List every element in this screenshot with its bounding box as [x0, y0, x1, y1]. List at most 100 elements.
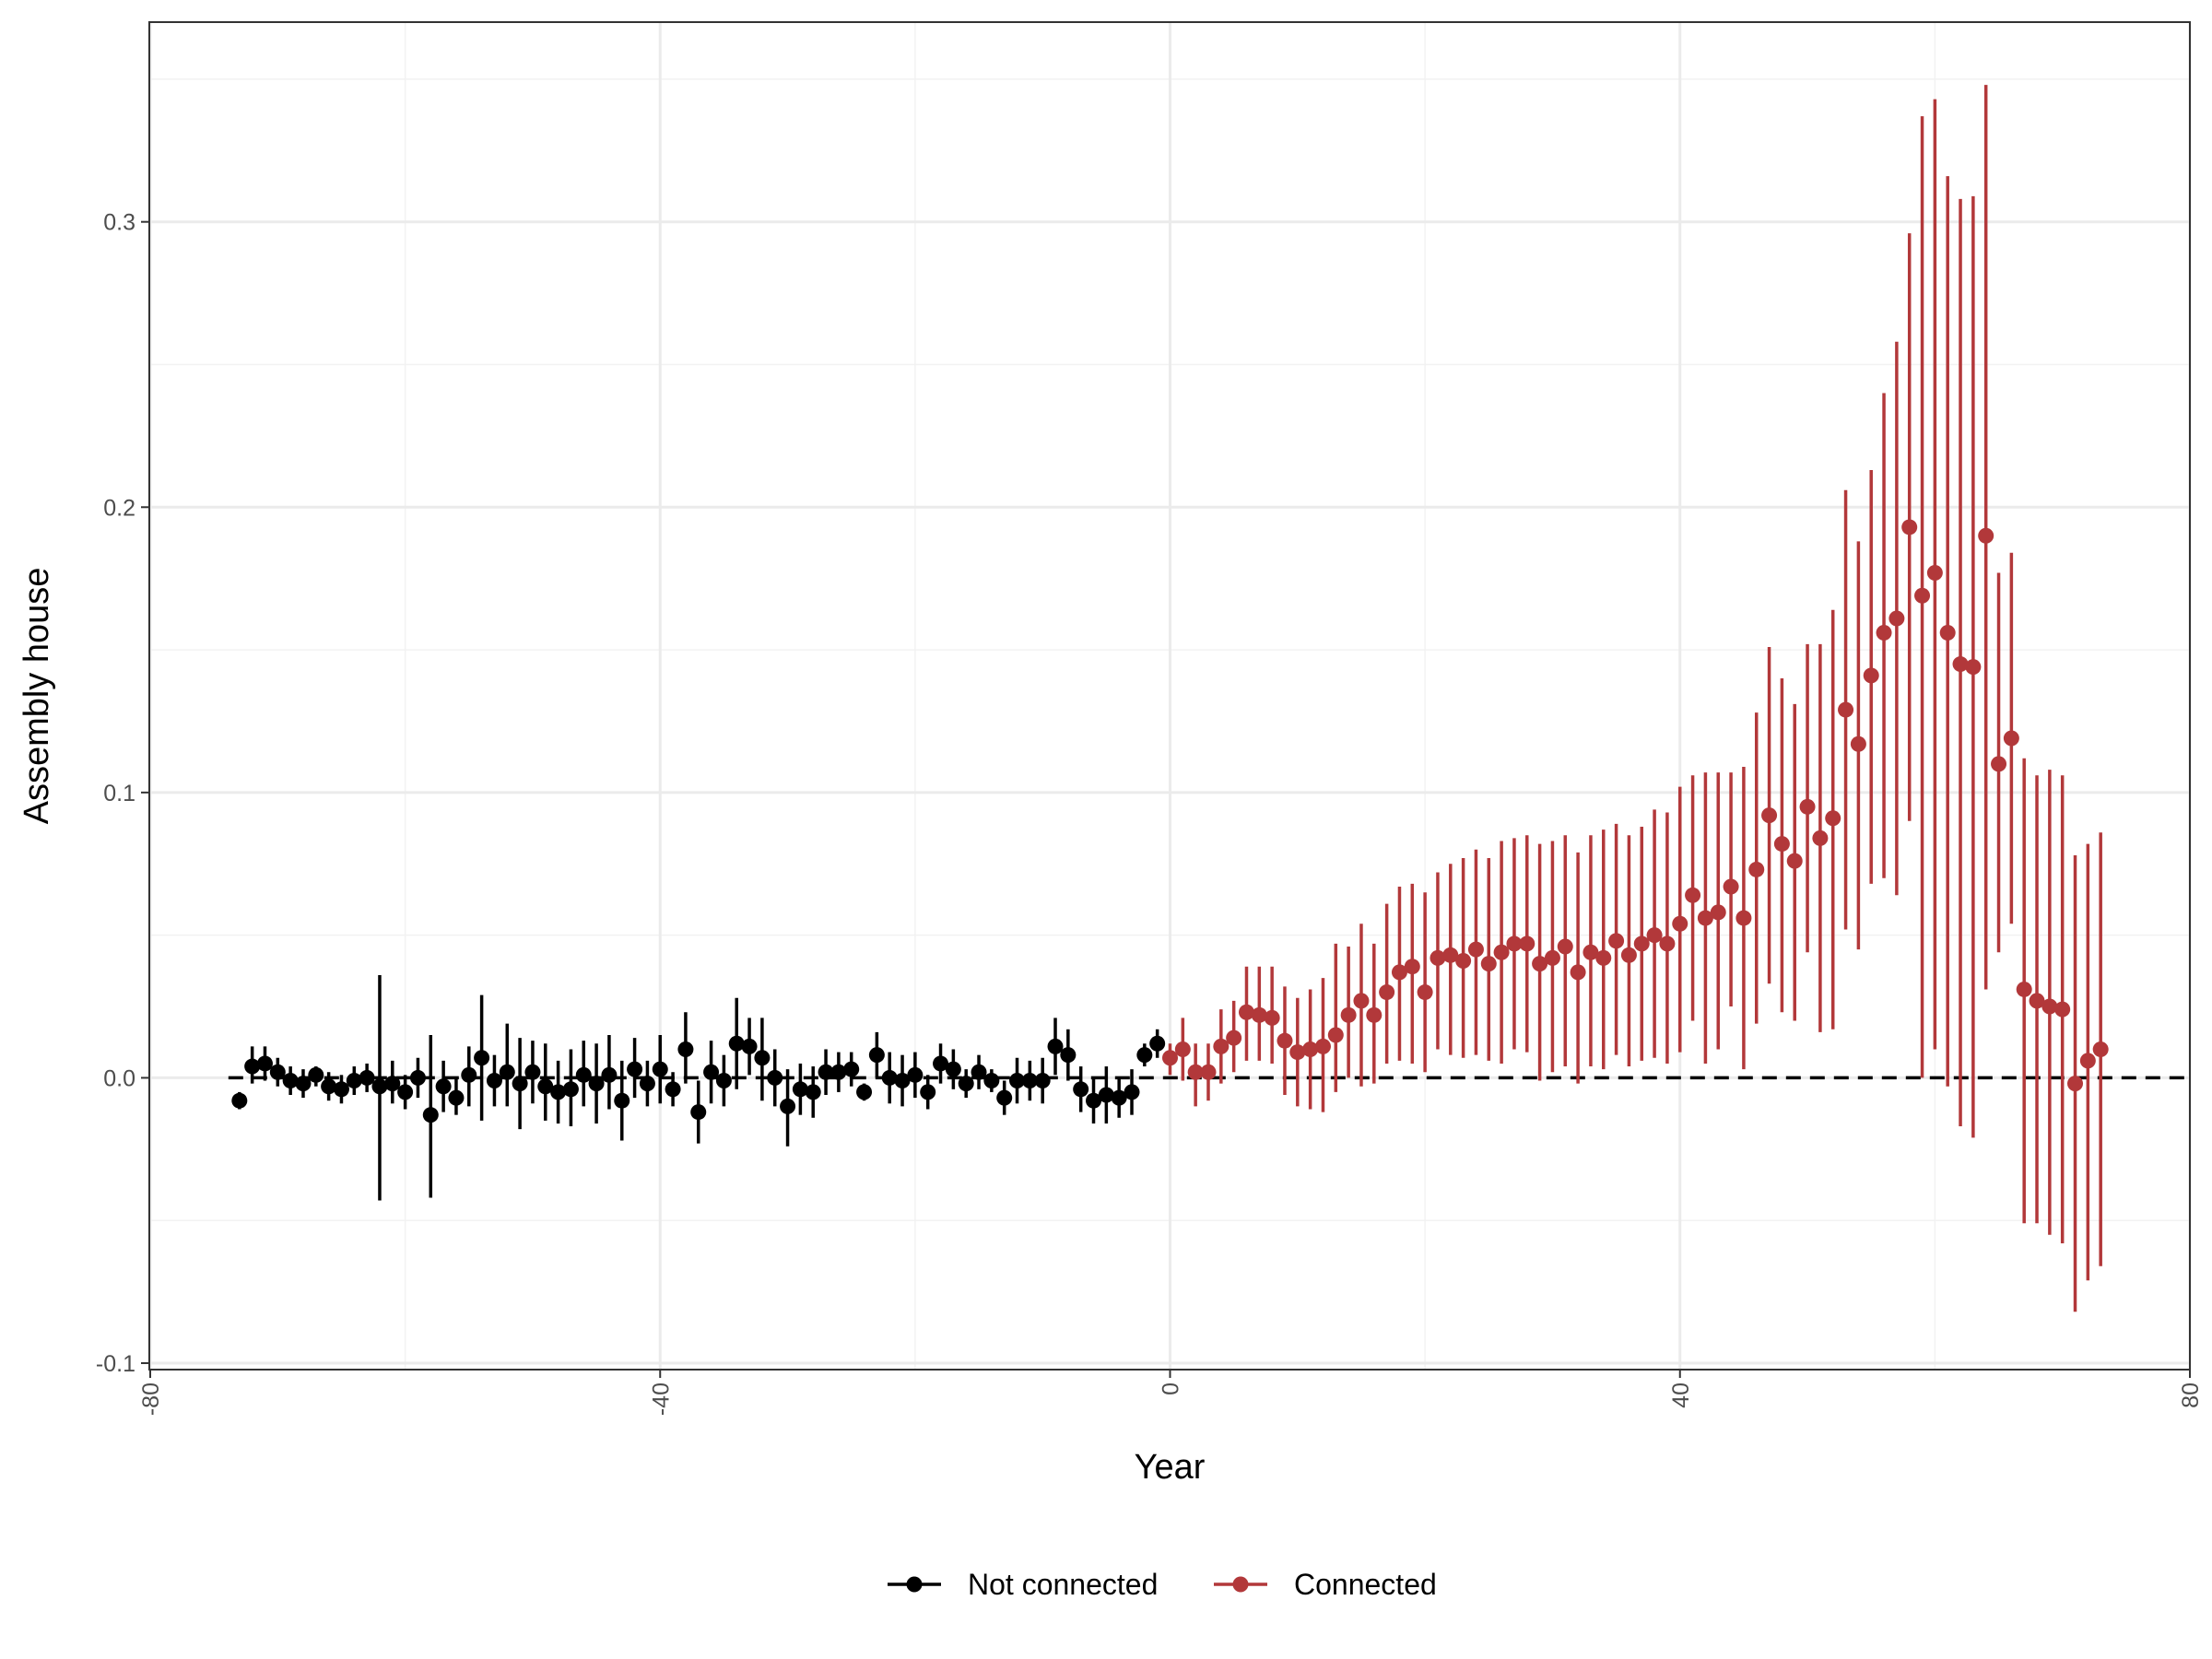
data-point-not-connected [601, 1066, 618, 1083]
data-point-connected [1659, 935, 1676, 952]
data-point-connected [1264, 1009, 1280, 1026]
x-axis-ticks: -80 -40 0 40 80 [138, 1370, 2204, 1416]
data-point-connected [2079, 1053, 2096, 1069]
data-point-connected [1773, 836, 1790, 853]
data-point-not-connected [1060, 1047, 1077, 1064]
data-point-connected [2067, 1076, 2084, 1092]
data-point-connected [1366, 1006, 1382, 1023]
data-point-not-connected [359, 1069, 375, 1086]
data-point-connected [1583, 944, 1599, 960]
data-point-connected [1519, 935, 1535, 952]
data-point-connected [1467, 941, 1484, 958]
data-point-connected [1162, 1050, 1178, 1066]
data-point-connected [1876, 624, 1892, 641]
data-point-not-connected [282, 1073, 299, 1089]
y-axis-title: Assembly house [18, 568, 56, 825]
data-point-not-connected [333, 1081, 349, 1098]
data-point-not-connected [741, 1038, 758, 1054]
data-point-connected [1289, 1044, 1306, 1061]
data-point-not-connected [550, 1084, 567, 1100]
data-point-not-connected [1034, 1073, 1051, 1089]
data-point-connected [1455, 953, 1472, 969]
data-point-connected [1493, 944, 1510, 960]
data-point-connected [1710, 904, 1726, 921]
data-point-connected [1735, 910, 1752, 926]
data-point-not-connected [958, 1076, 974, 1092]
data-point-not-connected [856, 1084, 873, 1100]
data-point-not-connected [728, 1035, 745, 1052]
data-point-connected [1557, 938, 1573, 955]
y-tick-label: 0.0 [103, 1065, 135, 1091]
data-point-not-connected [780, 1098, 796, 1114]
data-point-connected [1939, 624, 1956, 641]
data-point-not-connected [920, 1084, 936, 1100]
data-point-not-connected [881, 1069, 898, 1086]
data-point-connected [2003, 730, 2019, 747]
legend-key-point-not-connected [906, 1576, 923, 1593]
data-point-connected [1978, 527, 1994, 544]
data-point-not-connected [754, 1050, 771, 1066]
data-point-not-connected [677, 1041, 694, 1057]
data-point-not-connected [461, 1066, 477, 1083]
data-point-not-connected [321, 1078, 337, 1095]
data-point-not-connected [1073, 1081, 1089, 1098]
data-point-not-connected [422, 1107, 439, 1124]
data-point-connected [1442, 947, 1459, 963]
data-point-not-connected [665, 1081, 681, 1098]
data-points [231, 519, 2109, 1124]
data-point-connected [1685, 887, 1701, 903]
data-point-connected [1327, 1027, 1344, 1043]
data-point-not-connected [562, 1081, 579, 1098]
data-point-connected [1888, 610, 1905, 627]
data-point-connected [1914, 587, 1931, 604]
data-point-not-connected [1009, 1073, 1026, 1089]
data-point-connected [1506, 935, 1523, 952]
data-point-connected [1595, 949, 1612, 966]
data-point-not-connected [524, 1064, 541, 1080]
legend-label-connected: Connected [1294, 1568, 1437, 1601]
data-point-connected [1302, 1041, 1319, 1057]
data-point-not-connected [474, 1050, 490, 1066]
data-point-connected [1391, 964, 1407, 981]
data-point-not-connected [843, 1061, 860, 1077]
legend-label-not-connected: Not connected [968, 1568, 1158, 1601]
data-point-connected [1544, 949, 1560, 966]
data-point-connected [1926, 564, 1943, 581]
data-point-connected [1723, 878, 1739, 895]
data-point-not-connected [907, 1066, 924, 1083]
data-point-not-connected [575, 1066, 592, 1083]
x-tick-label: 40 [1668, 1382, 1694, 1408]
data-point-not-connected [639, 1076, 655, 1092]
data-point-not-connected [690, 1104, 707, 1121]
data-point-not-connected [256, 1055, 273, 1072]
data-point-not-connected [1124, 1084, 1140, 1100]
data-point-not-connected [767, 1069, 783, 1086]
data-point-connected [1786, 853, 1803, 869]
x-axis-title: Year [1135, 1448, 1206, 1487]
data-point-not-connected [499, 1064, 515, 1080]
data-point-connected [1187, 1064, 1204, 1080]
data-point-connected [1251, 1006, 1267, 1023]
data-point-connected [2054, 1001, 2071, 1018]
data-point-connected [1213, 1038, 1230, 1054]
data-point-not-connected [1021, 1073, 1038, 1089]
data-point-connected [2029, 993, 2045, 1009]
data-point-not-connected [703, 1064, 720, 1080]
data-point-connected [1277, 1032, 1293, 1049]
data-point-connected [1480, 956, 1497, 972]
data-point-not-connected [652, 1061, 668, 1077]
data-point-not-connected [537, 1078, 554, 1095]
data-point-not-connected [1136, 1047, 1153, 1064]
data-point-not-connected [486, 1073, 502, 1089]
data-point-connected [1174, 1041, 1191, 1057]
data-point-connected [1340, 1006, 1357, 1023]
data-point-connected [1812, 830, 1829, 846]
data-point-connected [1200, 1064, 1217, 1080]
data-point-connected [1761, 807, 1778, 824]
data-point-not-connected [715, 1073, 732, 1089]
data-point-connected [1570, 964, 1586, 981]
data-point-not-connected [945, 1061, 961, 1077]
data-point-not-connected [996, 1089, 1013, 1106]
data-point-not-connected [384, 1076, 401, 1092]
